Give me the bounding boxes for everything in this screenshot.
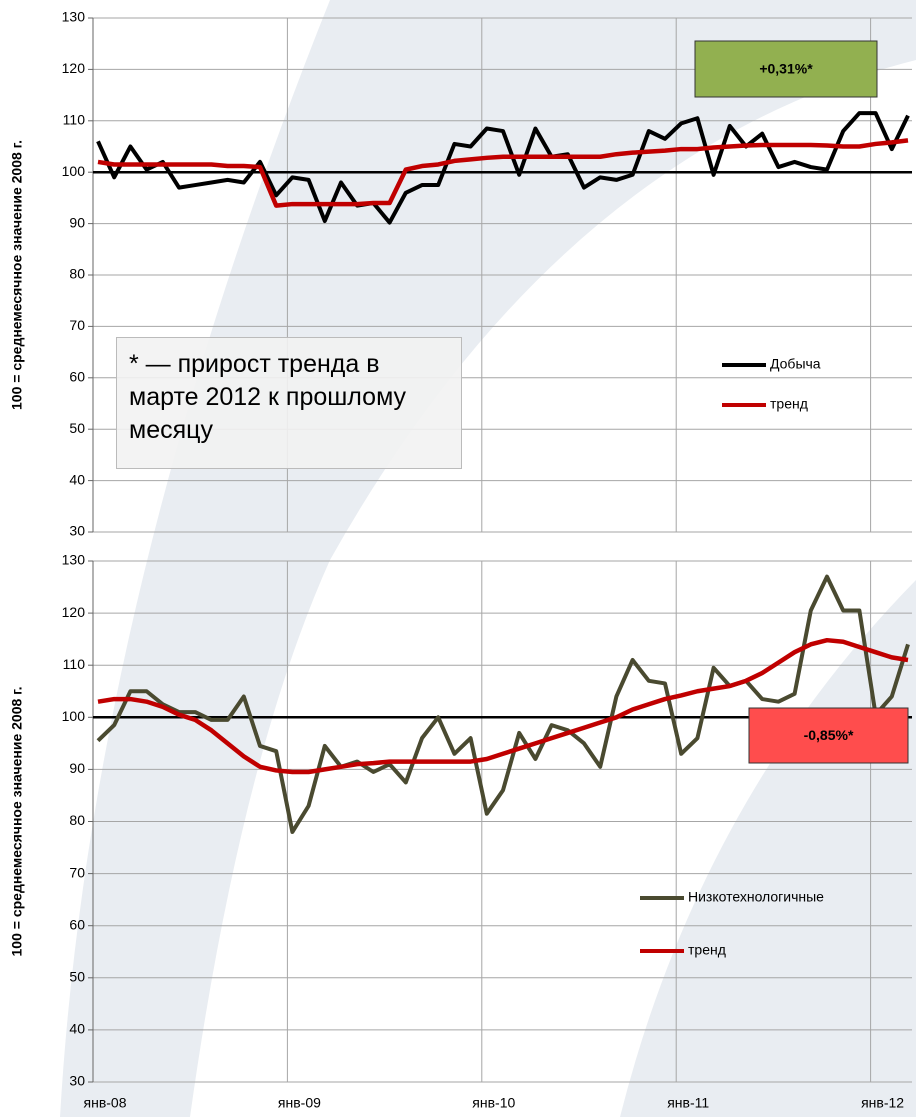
x-tick-label: янв-10 (472, 1095, 515, 1111)
x-tick-label: янв-08 (84, 1095, 127, 1111)
y-tick-label: 40 (69, 1021, 85, 1037)
series-line (97, 637, 909, 775)
y-tick-label: 60 (69, 369, 85, 385)
y-tick-label: 100 (62, 708, 86, 724)
y-tick-label: 130 (62, 9, 86, 25)
y-tick-label: 120 (62, 60, 86, 76)
y-tick-label: 80 (69, 266, 85, 282)
y-tick-label: 100 (62, 163, 86, 179)
y-tick-label: 90 (69, 760, 85, 776)
badge (748, 707, 909, 764)
y-tick-label: 130 (62, 552, 86, 568)
y-axis-label: 100 = среднемесячное значение 2008 г. (9, 687, 25, 957)
y-tick-label: 60 (69, 916, 85, 932)
y-tick-label: 50 (69, 969, 85, 985)
legend-label: Добыча (770, 356, 821, 372)
badge-text: +0,31%* (759, 61, 813, 77)
series-line (96, 574, 910, 834)
series-line (97, 138, 909, 208)
x-tick-label: янв-12 (861, 1095, 904, 1111)
y-tick-label: 120 (62, 604, 86, 620)
y-tick-label: 70 (69, 317, 85, 333)
y-tick-label: 70 (69, 864, 85, 880)
badge-text: -0,85%* (804, 727, 854, 743)
y-tick-label: 50 (69, 420, 85, 436)
x-tick-label: янв-09 (278, 1095, 321, 1111)
y-tick-label: 30 (69, 523, 85, 539)
badge (694, 40, 878, 98)
y-tick-label: 110 (63, 112, 86, 128)
background-shape (60, 0, 916, 1117)
legend-label: тренд (688, 942, 726, 958)
legend-label: Низкотехнологичные (688, 889, 824, 905)
x-tick-label: янв-11 (667, 1095, 709, 1111)
y-tick-label: 80 (69, 812, 85, 828)
y-tick-label: 110 (63, 656, 86, 672)
background-shape (620, 580, 916, 1117)
series-line (96, 111, 910, 225)
y-tick-label: 90 (69, 214, 85, 230)
legend-label: тренд (770, 396, 808, 412)
y-axis-label: 100 = среднемесячное значение 2008 г. (9, 140, 25, 410)
annotation-box: * — прирост тренда в марте 2012 к прошло… (116, 337, 462, 469)
y-tick-label: 30 (69, 1073, 85, 1089)
y-tick-label: 40 (69, 471, 85, 487)
